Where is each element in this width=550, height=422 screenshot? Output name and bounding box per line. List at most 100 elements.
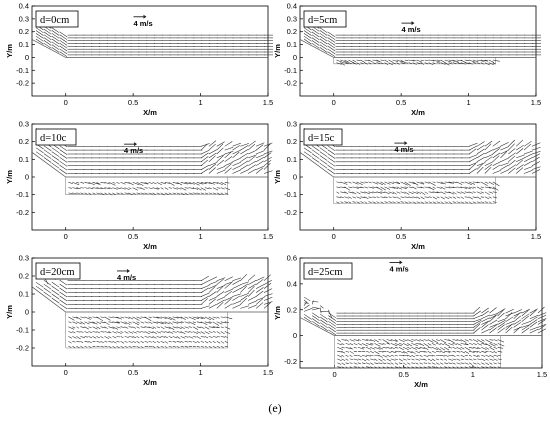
- trench-vector: [208, 331, 213, 333]
- trench-vector: [448, 201, 452, 204]
- trench-vector: [374, 347, 381, 350]
- x-tick-label: 0.5: [128, 98, 138, 107]
- trench-vector: [374, 366, 378, 369]
- trench-vector: [192, 321, 196, 323]
- trench-vector: [492, 59, 500, 62]
- trench-vector: [88, 336, 93, 339]
- trench-vector: [208, 321, 213, 323]
- trench-vector: [116, 341, 120, 343]
- trench-vector: [420, 62, 425, 65]
- velocity-vector: [508, 164, 517, 170]
- trench-vector: [340, 181, 348, 185]
- trench-vector: [485, 366, 489, 368]
- y-tick-label: -0.2: [284, 208, 297, 217]
- trench-vector: [394, 366, 399, 368]
- velocity-vector: [531, 169, 541, 174]
- trench-vector: [368, 62, 372, 65]
- trench-vector: [92, 187, 99, 189]
- trench-vector: [378, 343, 384, 345]
- trench-vector: [408, 59, 415, 62]
- velocity-vector: [208, 276, 218, 281]
- trench-vector: [364, 191, 371, 195]
- trench-vector: [396, 186, 403, 190]
- trench-vector: [340, 191, 346, 194]
- trench-vector: [489, 358, 494, 361]
- velocity-vector: [531, 153, 541, 159]
- trench-vector: [460, 362, 465, 364]
- trench-vector: [480, 186, 484, 188]
- velocity-vector: [489, 327, 497, 334]
- velocity-vector: [476, 166, 484, 174]
- trench-vector: [492, 201, 497, 203]
- trench-vector: [128, 331, 134, 334]
- velocity-vector: [208, 281, 218, 285]
- velocity-vector: [216, 299, 225, 305]
- trench-vector: [100, 331, 105, 333]
- trench-vector: [456, 362, 461, 365]
- trench-vector: [431, 358, 436, 361]
- trench-vector: [160, 341, 165, 344]
- trench-vector: [216, 326, 220, 329]
- trench-vector: [394, 347, 399, 349]
- trench-vector: [184, 345, 189, 348]
- velocity-vector: [51, 151, 60, 157]
- trench-vector: [485, 347, 490, 350]
- velocity-vector: [489, 314, 498, 320]
- y-tick-label: 0.2: [287, 305, 297, 314]
- trench-vector: [484, 186, 491, 189]
- trench-vector: [152, 316, 160, 319]
- velocity-vector: [492, 155, 500, 162]
- trench-vector: [364, 201, 368, 204]
- trench-vector: [481, 358, 486, 361]
- velocity-vector: [208, 162, 218, 166]
- trench-vector: [403, 339, 408, 342]
- trench-vector: [353, 350, 357, 353]
- trench-vector: [100, 336, 104, 339]
- velocity-vector: [484, 163, 493, 170]
- trench-vector: [452, 354, 456, 357]
- trench-vector: [80, 182, 85, 184]
- trench-vector: [472, 181, 479, 184]
- trench-vector: [376, 201, 380, 204]
- velocity-vector: [521, 324, 531, 328]
- trench-vector: [124, 345, 128, 348]
- velocity-vector: [508, 139, 515, 147]
- trench-vector: [345, 343, 350, 345]
- velocity-vector: [303, 304, 310, 309]
- trench-vector: [164, 192, 169, 195]
- reference-vector-label: 4 m/s: [401, 25, 420, 34]
- trench-vector: [444, 362, 448, 364]
- velocity-vector: [208, 152, 217, 159]
- trench-vector: [380, 186, 386, 191]
- trench-vector: [337, 354, 343, 358]
- velocity-vector: [516, 154, 525, 159]
- trench-vector: [366, 339, 372, 341]
- trench-vector: [352, 196, 356, 199]
- velocity-vector: [59, 299, 68, 306]
- trench-vector: [392, 196, 397, 199]
- trench-vector: [340, 59, 348, 63]
- velocity-vector: [216, 285, 226, 289]
- trench-vector: [337, 339, 342, 342]
- trench-vector: [456, 201, 461, 204]
- velocity-vector: [320, 322, 328, 329]
- trench-vector: [370, 339, 376, 342]
- trench-vector: [365, 347, 372, 350]
- trench-vector: [96, 326, 101, 329]
- trench-vector: [431, 347, 439, 350]
- trench-vector: [184, 182, 192, 185]
- trench-vector: [344, 59, 349, 63]
- trench-vector: [392, 201, 396, 204]
- trench-vector: [424, 59, 429, 62]
- velocity-vector: [232, 300, 241, 305]
- trench-vector: [208, 182, 215, 185]
- velocity-vector: [319, 147, 328, 154]
- trench-vector: [212, 331, 216, 333]
- trench-vector: [476, 201, 481, 204]
- trench-vector: [80, 326, 85, 328]
- x-tick-label: 1: [466, 98, 470, 107]
- trench-vector: [156, 192, 160, 195]
- trench-vector: [180, 182, 188, 185]
- trench-vector: [184, 326, 189, 329]
- velocity-vector: [311, 300, 314, 305]
